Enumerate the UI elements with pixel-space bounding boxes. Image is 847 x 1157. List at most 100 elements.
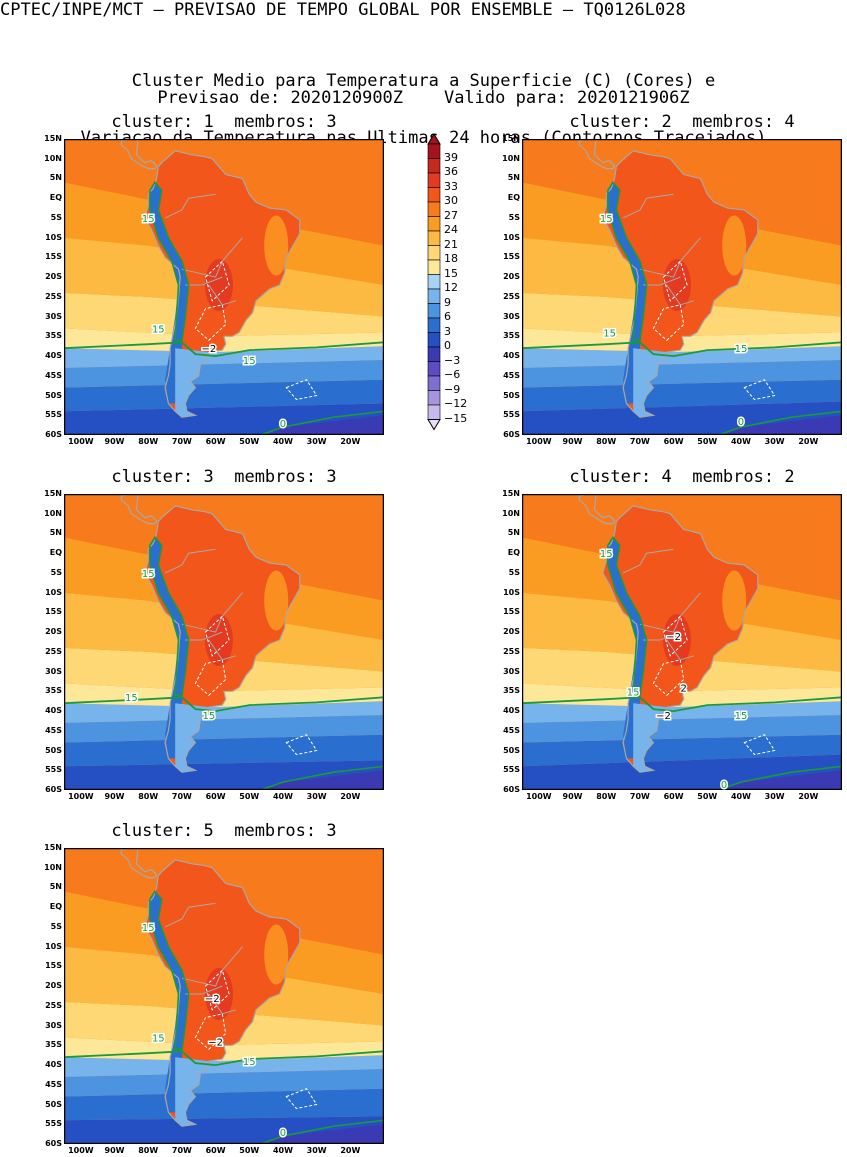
coastal-band: [264, 570, 289, 631]
lon-axis-label: 100W: [526, 792, 552, 801]
lat-axis-label: 10N: [502, 508, 520, 518]
dashed-variation-contour: [204, 969, 230, 1011]
lat-axis-label: EQ: [49, 548, 62, 558]
lat-axis-label: 50S: [503, 390, 520, 400]
map-panel-1: 15 15 15 −2 0 15N 10N 5N EQ 5S 10S 15S 20S 25S 30S 35S 4…: [44, 134, 384, 446]
colorbar-label: −6: [444, 368, 461, 381]
contour-label: 15: [152, 1033, 165, 1044]
colorbar-swatch: [427, 245, 441, 261]
lon-axis-label: 70W: [171, 1146, 192, 1155]
lat-axis-label: EQ: [507, 548, 520, 558]
lat-axis-label: 20S: [45, 272, 62, 282]
contour-label: 15: [142, 214, 155, 225]
colorbar-label: 9: [444, 295, 451, 309]
contour-label: 0: [738, 417, 744, 428]
contour-label: 15: [603, 328, 616, 339]
panel-title-2: cluster: 2 membros: 4: [569, 112, 795, 132]
colorbar-label: 3: [444, 324, 451, 338]
lat-axis-label: 35S: [503, 331, 520, 341]
lat-axis-label: 5N: [49, 882, 62, 892]
panel-title-1: cluster: 1 membros: 3: [111, 112, 337, 132]
contour-label: 2: [680, 683, 686, 694]
colorbar-label: −12: [444, 397, 468, 410]
contour-label: −2: [666, 632, 681, 643]
coastline: [578, 139, 616, 170]
colorbar-swatch: [427, 274, 441, 290]
temperature-band: [64, 379, 384, 412]
lat-axis-label: 50S: [45, 745, 62, 755]
country-border: [164, 548, 216, 574]
lat-axis-label: 40S: [45, 351, 62, 361]
lon-axis-label: 30W: [306, 792, 327, 801]
country-border: [639, 592, 701, 633]
lat-axis-label: 30S: [45, 311, 62, 321]
lat-axis-label: 60S: [503, 430, 520, 439]
lat-axis-label: 50S: [503, 745, 520, 755]
colorbar-swatch: [427, 317, 441, 333]
country-border: [208, 993, 236, 1015]
lat-axis-label: 30S: [45, 666, 62, 676]
colorbar-swatch: [427, 259, 441, 275]
map-panel-4: 15 15 15 −2 2 −2 0 15N 10N 5N EQ 5S 10S 15S 20S 25S 30S 3…: [502, 489, 842, 801]
contour-label: −2: [656, 711, 671, 722]
dashed-variation-contour: [285, 379, 318, 401]
colorbar-label: 33: [444, 179, 458, 193]
lat-axis-label: 15S: [503, 252, 520, 262]
dashed-variation-contour: [652, 304, 685, 341]
country-border: [185, 985, 223, 995]
colorbar-swatch: [427, 288, 441, 304]
lon-axis-label: 20W: [798, 437, 819, 446]
patagonia-cool-region: [633, 348, 667, 418]
dashed-variation-contour: [194, 1013, 227, 1050]
country-border: [181, 946, 243, 987]
lon-axis-label: 60W: [205, 1146, 226, 1155]
country-border: [164, 193, 216, 219]
lat-axis-label: 10N: [44, 508, 62, 518]
coastline: [602, 150, 759, 418]
andes-cold-region: [607, 537, 647, 759]
contour-label: 15: [142, 569, 155, 580]
lat-axis-label: 35S: [45, 1040, 62, 1050]
colorbar-swatch: [427, 201, 441, 217]
lon-axis-label: 40W: [272, 437, 293, 446]
hot-core-region: [662, 614, 691, 667]
lat-axis-label: 55S: [503, 410, 520, 420]
lat-axis-label: 5S: [508, 567, 520, 577]
contour-label: 15: [735, 344, 748, 355]
contour-label: 15: [243, 1057, 256, 1068]
lat-axis-label: 50S: [45, 390, 62, 400]
colorbar-swatch: [427, 172, 441, 188]
coastline: [120, 139, 158, 170]
colorbar-swatch: [427, 303, 441, 319]
lon-axis-label: 90W: [562, 792, 583, 801]
lat-axis-label: 5S: [50, 212, 62, 222]
country-border: [643, 631, 681, 641]
country-border: [666, 284, 694, 306]
colorbar-label: 21: [444, 237, 458, 251]
temperature-band: [64, 715, 384, 743]
map-frame: [64, 848, 384, 1144]
patagonia-cool-region: [175, 703, 209, 773]
colorbar-label: 12: [444, 281, 458, 294]
lon-axis-label: 80W: [138, 792, 159, 801]
lon-axis-label: 100W: [526, 437, 552, 446]
country-border: [164, 902, 216, 928]
contour-0: [257, 410, 384, 435]
andes-cold-region: [149, 182, 189, 404]
lat-axis-label: 45S: [45, 725, 62, 735]
temperature-band: [522, 715, 842, 743]
panel-title-3: cluster: 3 membros: 3: [111, 467, 337, 487]
contour-label: 0: [280, 419, 286, 430]
lat-axis-label: 20S: [503, 627, 520, 637]
patagonia-cool-region: [175, 348, 209, 418]
colorbar-label: 30: [444, 194, 458, 207]
country-border: [666, 639, 694, 661]
contour-label: −2: [205, 994, 220, 1005]
lon-axis-label: 80W: [596, 437, 617, 446]
country-border: [185, 631, 223, 641]
lon-axis-label: 60W: [205, 437, 226, 446]
lat-axis-label: 10N: [44, 862, 62, 872]
lat-axis-label: 40S: [45, 1060, 62, 1070]
country-border: [181, 592, 243, 633]
lat-axis-label: 15S: [45, 607, 62, 617]
